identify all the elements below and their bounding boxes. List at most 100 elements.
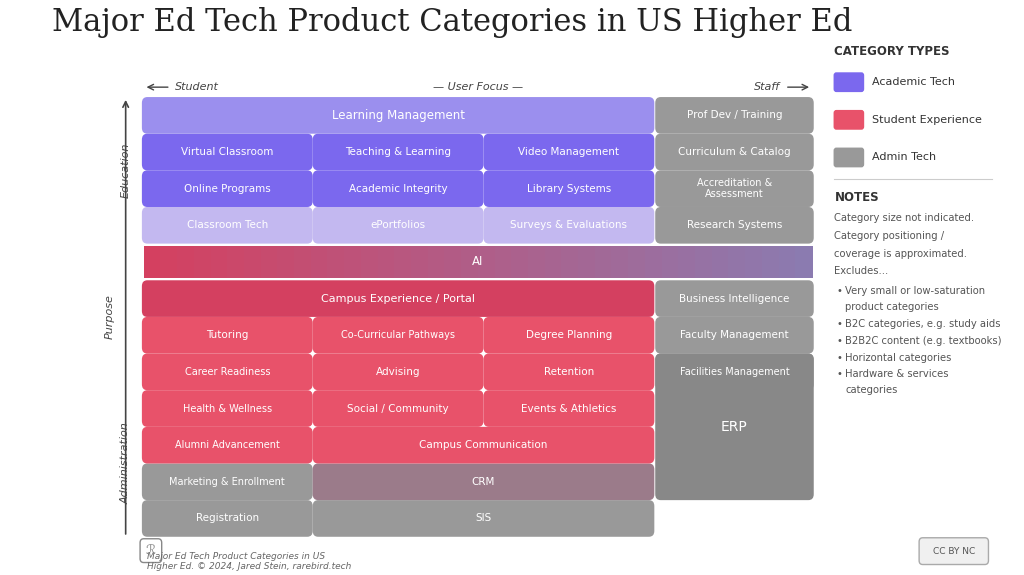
Text: Learning Management: Learning Management [332,109,465,122]
Text: Student Experience: Student Experience [872,115,982,125]
Text: Category size not indicated.: Category size not indicated. [835,213,975,223]
Text: Academic Tech: Academic Tech [872,77,955,87]
FancyBboxPatch shape [142,134,312,170]
Text: Virtual Classroom: Virtual Classroom [181,147,273,157]
Text: Co-Curricular Pathways: Co-Curricular Pathways [341,330,455,340]
Text: Hardware & services: Hardware & services [845,369,949,380]
FancyBboxPatch shape [142,354,312,390]
FancyBboxPatch shape [834,72,864,92]
FancyBboxPatch shape [762,246,779,278]
FancyBboxPatch shape [312,317,483,354]
FancyBboxPatch shape [142,207,312,244]
Text: Curriculum & Catalog: Curriculum & Catalog [678,147,791,157]
FancyBboxPatch shape [483,170,654,207]
Text: Teaching & Learning: Teaching & Learning [345,147,452,157]
FancyBboxPatch shape [645,246,663,278]
FancyBboxPatch shape [312,463,654,500]
FancyBboxPatch shape [483,134,654,170]
FancyBboxPatch shape [142,463,312,500]
FancyBboxPatch shape [920,538,988,565]
FancyBboxPatch shape [461,246,478,278]
FancyBboxPatch shape [244,246,261,278]
FancyBboxPatch shape [360,246,379,278]
FancyBboxPatch shape [312,354,483,390]
Text: •: • [837,336,842,346]
FancyBboxPatch shape [312,427,654,463]
FancyBboxPatch shape [728,246,746,278]
Text: NOTES: NOTES [835,191,879,204]
Text: Staff: Staff [755,82,780,92]
Text: ℛ: ℛ [145,544,156,557]
FancyBboxPatch shape [483,207,654,244]
FancyBboxPatch shape [511,246,528,278]
FancyBboxPatch shape [378,246,395,278]
Text: Prof Dev / Training: Prof Dev / Training [687,110,782,120]
Text: Purpose: Purpose [104,294,115,339]
Text: Education: Education [121,143,131,198]
FancyBboxPatch shape [483,317,654,354]
FancyBboxPatch shape [143,246,162,278]
FancyBboxPatch shape [483,354,654,390]
FancyBboxPatch shape [655,317,814,354]
FancyBboxPatch shape [328,246,345,278]
Text: Admin Tech: Admin Tech [872,152,936,163]
FancyBboxPatch shape [278,246,295,278]
Text: Tutoring: Tutoring [206,330,249,340]
FancyBboxPatch shape [312,207,483,244]
FancyBboxPatch shape [261,246,279,278]
FancyBboxPatch shape [411,246,429,278]
FancyBboxPatch shape [695,246,713,278]
Text: CRM: CRM [472,477,496,487]
FancyBboxPatch shape [142,170,312,207]
FancyBboxPatch shape [495,246,512,278]
Text: Advising: Advising [376,367,421,377]
Text: Business Intelligence: Business Intelligence [679,294,790,304]
FancyBboxPatch shape [394,246,412,278]
FancyBboxPatch shape [310,246,329,278]
FancyBboxPatch shape [140,539,162,562]
Text: Degree Planning: Degree Planning [525,330,612,340]
Text: •: • [837,319,842,329]
FancyBboxPatch shape [778,246,796,278]
FancyBboxPatch shape [161,246,178,278]
FancyBboxPatch shape [834,110,864,130]
Text: Retention: Retention [544,367,594,377]
FancyBboxPatch shape [655,354,814,500]
Text: ERP: ERP [721,420,748,434]
FancyBboxPatch shape [211,246,228,278]
FancyBboxPatch shape [545,246,562,278]
FancyBboxPatch shape [294,246,311,278]
Text: Surveys & Evaluations: Surveys & Evaluations [510,220,628,231]
Text: Student: Student [175,82,219,92]
FancyBboxPatch shape [428,246,445,278]
FancyBboxPatch shape [595,246,612,278]
Text: CATEGORY TYPES: CATEGORY TYPES [835,45,950,58]
FancyBboxPatch shape [312,134,483,170]
FancyBboxPatch shape [528,246,546,278]
Text: coverage is approximated.: coverage is approximated. [835,248,968,259]
FancyBboxPatch shape [611,246,629,278]
FancyBboxPatch shape [579,246,596,278]
Text: B2B2C content (e.g. textbooks): B2B2C content (e.g. textbooks) [845,336,1001,346]
FancyBboxPatch shape [142,317,312,354]
Text: Library Systems: Library Systems [526,183,611,194]
FancyBboxPatch shape [834,148,864,167]
FancyBboxPatch shape [194,246,211,278]
FancyBboxPatch shape [655,134,814,170]
Text: Category positioning /: Category positioning / [835,231,944,241]
FancyBboxPatch shape [655,354,814,390]
FancyBboxPatch shape [712,246,729,278]
FancyBboxPatch shape [745,246,763,278]
Text: Online Programs: Online Programs [184,183,270,194]
FancyBboxPatch shape [478,246,496,278]
FancyBboxPatch shape [796,246,813,278]
Text: •: • [837,352,842,363]
Text: •: • [837,286,842,296]
FancyBboxPatch shape [655,280,814,317]
Text: •: • [837,369,842,380]
Text: Campus Experience / Portal: Campus Experience / Portal [322,294,475,304]
FancyBboxPatch shape [142,97,654,134]
Text: Alumni Advancement: Alumni Advancement [175,440,280,450]
Text: Major Ed Tech Product Categories in US
Higher Ed. © 2024, Jared Stein, rarebird.: Major Ed Tech Product Categories in US H… [147,551,351,571]
FancyBboxPatch shape [142,427,312,463]
